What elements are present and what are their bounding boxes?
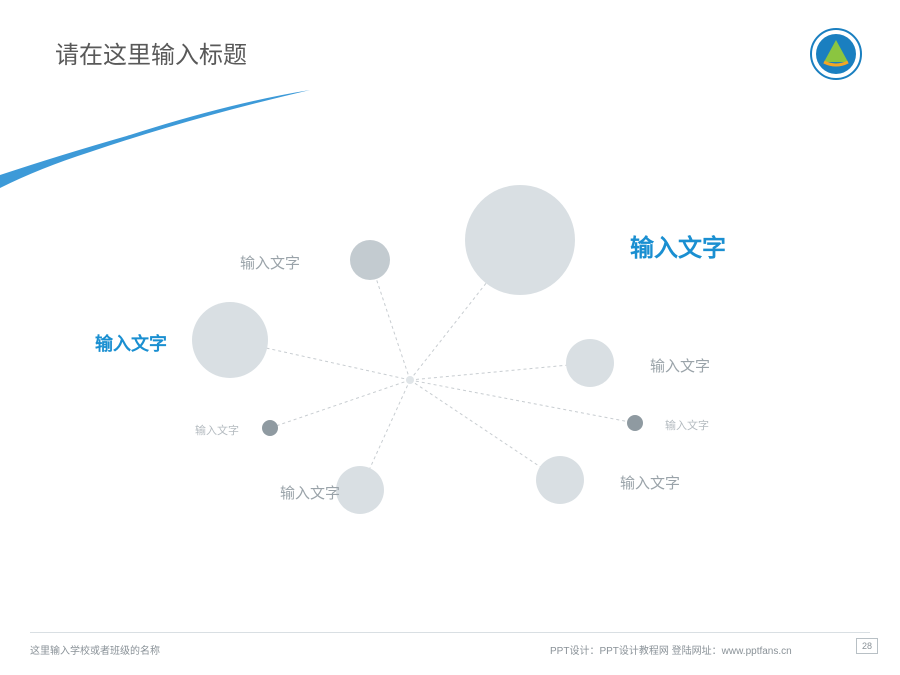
footer-left-text: 这里输入学校或者班级的名称 [30, 642, 160, 657]
footer-divider [30, 632, 870, 633]
slide: { "page": { "width": 900, "height": 675,… [0, 0, 900, 675]
diagram-node-left [192, 302, 268, 378]
footer-right-text: PPT设计：PPT设计教程网 登陆网址：www.pptfans.cn [550, 642, 792, 657]
node-label-bl[interactable]: 输入文字 [280, 482, 340, 503]
diagram-node-big [465, 185, 575, 295]
node-label-br[interactable]: 输入文字 [620, 472, 680, 493]
diagram-node-lsmall [262, 420, 278, 436]
diagram-node-br [536, 456, 584, 504]
diagram-node-top [350, 240, 390, 280]
diagram-node-right [566, 339, 614, 387]
node-label-big[interactable]: 输入文字 [630, 228, 726, 263]
node-label-rsmall[interactable]: 输入文字 [665, 417, 709, 433]
node-label-right[interactable]: 输入文字 [650, 355, 710, 376]
node-label-left[interactable]: 输入文字 [95, 330, 167, 356]
diagram-node-bl [336, 466, 384, 514]
node-label-lsmall[interactable]: 输入文字 [195, 422, 239, 438]
page-number: 28 [856, 638, 878, 654]
diagram-node-rsmall [627, 415, 643, 431]
node-label-top[interactable]: 输入文字 [240, 252, 300, 273]
